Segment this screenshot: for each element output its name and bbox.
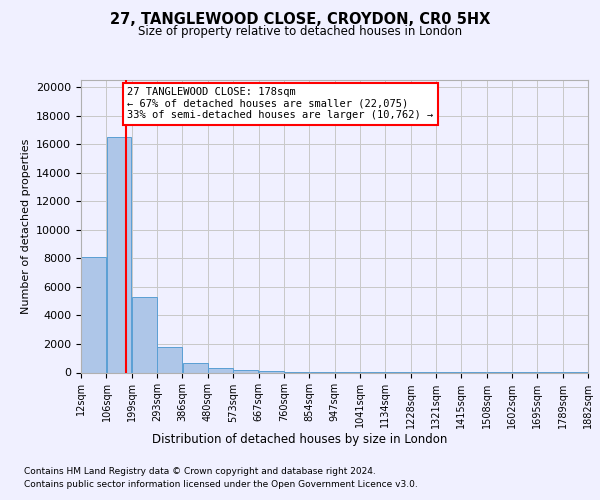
Text: Distribution of detached houses by size in London: Distribution of detached houses by size … <box>152 432 448 446</box>
Bar <box>259 371 284 372</box>
Text: 27 TANGLEWOOD CLOSE: 178sqm
← 67% of detached houses are smaller (22,075)
33% of: 27 TANGLEWOOD CLOSE: 178sqm ← 67% of det… <box>127 87 434 120</box>
Text: Contains public sector information licensed under the Open Government Licence v3: Contains public sector information licen… <box>24 480 418 489</box>
Bar <box>157 347 182 372</box>
Bar <box>107 137 131 372</box>
Text: 27, TANGLEWOOD CLOSE, CROYDON, CR0 5HX: 27, TANGLEWOOD CLOSE, CROYDON, CR0 5HX <box>110 12 490 28</box>
Bar <box>182 363 208 372</box>
Y-axis label: Number of detached properties: Number of detached properties <box>20 138 31 314</box>
Bar <box>132 297 157 372</box>
Text: Size of property relative to detached houses in London: Size of property relative to detached ho… <box>138 25 462 38</box>
Text: Contains HM Land Registry data © Crown copyright and database right 2024.: Contains HM Land Registry data © Crown c… <box>24 468 376 476</box>
Bar <box>233 370 259 372</box>
Bar <box>81 257 106 372</box>
Bar <box>208 368 233 372</box>
